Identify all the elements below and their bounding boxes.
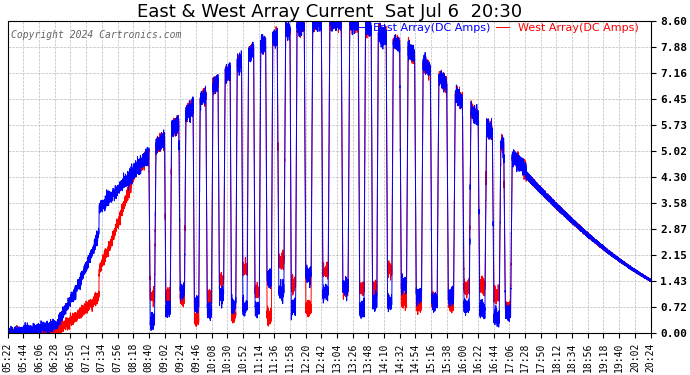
West Array(DC Amps)	[3, 331, 12, 335]
East Array(DC Amps)	[130, 167, 138, 171]
East Array(DC Amps)	[293, 19, 302, 23]
Line: East Array(DC Amps): East Array(DC Amps)	[8, 21, 651, 333]
Title: East & West Array Current  Sat Jul 6  20:30: East & West Array Current Sat Jul 6 20:3…	[137, 3, 522, 21]
West Array(DC Amps)	[30, 331, 39, 335]
Text: Copyright 2024 Cartronics.com: Copyright 2024 Cartronics.com	[11, 30, 181, 40]
East Array(DC Amps)	[7, 331, 15, 335]
East Array(DC Amps)	[613, 257, 621, 261]
West Array(DC Amps)	[318, 132, 326, 136]
East Array(DC Amps)	[30, 328, 39, 333]
East Array(DC Amps)	[647, 279, 655, 283]
West Array(DC Amps)	[42, 331, 50, 335]
Legend: East Array(DC Amps), West Array(DC Amps): East Array(DC Amps), West Array(DC Amps)	[346, 19, 643, 38]
Line: West Array(DC Amps): West Array(DC Amps)	[8, 21, 651, 333]
West Array(DC Amps)	[294, 19, 302, 23]
East Array(DC Amps)	[318, 149, 326, 153]
West Array(DC Amps)	[612, 256, 620, 260]
East Array(DC Amps)	[4, 331, 12, 335]
West Array(DC Amps)	[6, 331, 14, 335]
West Array(DC Amps)	[647, 279, 655, 284]
East Array(DC Amps)	[42, 323, 50, 327]
West Array(DC Amps)	[130, 169, 138, 174]
East Array(DC Amps)	[3, 330, 12, 334]
